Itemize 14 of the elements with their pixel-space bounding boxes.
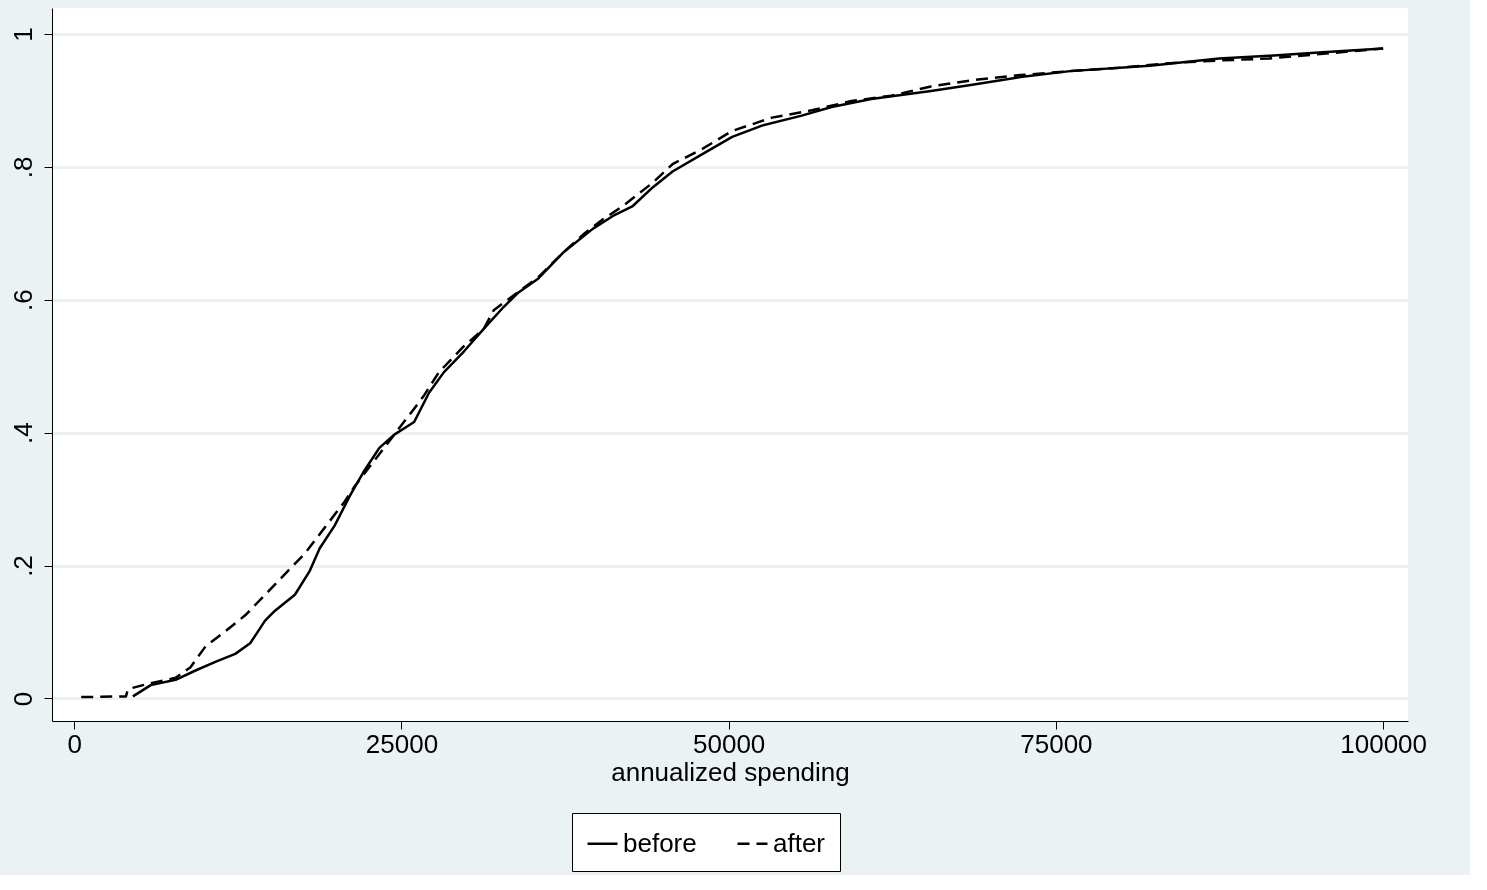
y-tick-label: .6 — [7, 289, 38, 312]
y-tick-label: 0 — [7, 691, 38, 707]
legend-label: after — [773, 827, 826, 858]
x-tick-label: 0 — [67, 728, 82, 759]
x-tick-label: 100000 — [1340, 728, 1428, 759]
y-tick-label: .8 — [7, 156, 38, 179]
y-tick-label: .2 — [7, 555, 38, 577]
x-axis-title: annualized spending — [611, 756, 850, 787]
x-tick-label: 50000 — [693, 728, 766, 759]
legend-label: before — [623, 827, 697, 858]
x-tick-label: 75000 — [1020, 728, 1093, 759]
x-tick-label: 25000 — [365, 728, 439, 759]
y-tick-label: .4 — [7, 422, 38, 444]
y-tick-label: 1 — [7, 27, 38, 42]
